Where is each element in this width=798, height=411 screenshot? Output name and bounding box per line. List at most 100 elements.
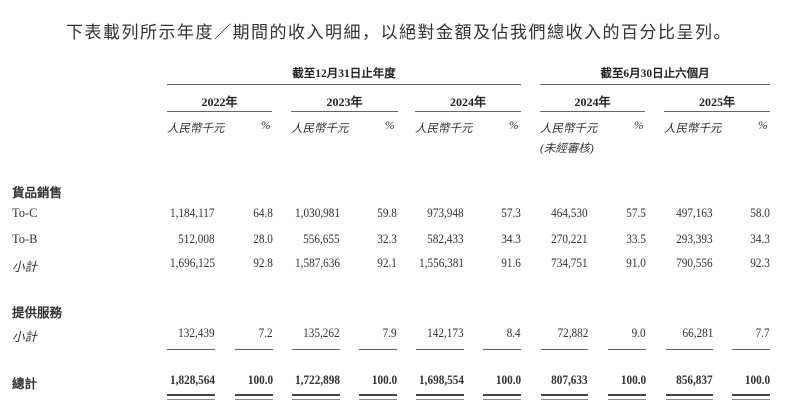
- row-label: 小計: [12, 330, 38, 344]
- amount-unit-label: 人民幣千元: [291, 123, 349, 135]
- amount-cell: 1,587,636: [295, 256, 340, 270]
- amount-unit-label: 人民幣千元: [415, 123, 473, 135]
- row-label: 總計: [12, 377, 38, 391]
- percent-cell: 59.8: [377, 206, 397, 220]
- group-header-interim: 截至6月30日止六個月: [600, 68, 710, 80]
- amount-cell: 807,633: [551, 373, 588, 387]
- percent-cell: 34.3: [750, 232, 770, 246]
- unaudited-label: (未經審核): [540, 143, 594, 155]
- total-double-rule: [235, 394, 273, 400]
- percent-cell: 100.0: [371, 373, 397, 387]
- amount-unit-label: 人民幣千元: [167, 123, 225, 135]
- year-rule: [167, 111, 272, 112]
- amount-unit-label: 人民幣千元: [664, 123, 722, 135]
- amount-cell: 1,184,117: [170, 206, 215, 220]
- percent-cell: 7.9: [382, 326, 397, 340]
- percent-cell: 100.0: [620, 373, 646, 387]
- amount-cell: 142,173: [427, 326, 464, 340]
- amount-cell: 856,837: [676, 373, 713, 387]
- amount-cell: 132,439: [178, 326, 215, 340]
- amount-cell: 1,556,381: [419, 256, 464, 270]
- subtotal-rule: [732, 349, 770, 350]
- subtotal-rule: [666, 349, 713, 350]
- year-header: 2022年: [201, 95, 238, 109]
- percent-label: %: [758, 120, 768, 132]
- subtotal-rule: [292, 349, 340, 350]
- amount-cell: 135,262: [303, 326, 340, 340]
- percent-label: %: [509, 120, 519, 132]
- amount-cell: 582,433: [427, 232, 464, 246]
- group-rule-annual: [167, 84, 521, 85]
- subtotal-rule: [167, 349, 215, 350]
- total-double-rule: [608, 394, 646, 400]
- percent-cell: 100.0: [744, 373, 770, 387]
- amount-cell: 512,008: [178, 232, 215, 246]
- amount-cell: 1,828,564: [170, 373, 215, 387]
- row-label: To-B: [12, 232, 38, 246]
- total-double-rule: [167, 394, 215, 400]
- group-header-annual: 截至12月31日止年度: [292, 68, 396, 80]
- year-rule: [540, 111, 645, 112]
- subtotal-rule: [541, 349, 588, 350]
- percent-cell: 92.3: [750, 256, 770, 270]
- amount-cell: 1,698,554: [419, 373, 464, 387]
- percent-label: %: [634, 120, 644, 132]
- row-label: 小計: [12, 260, 38, 274]
- amount-cell: 973,948: [427, 206, 464, 220]
- percent-cell: 92.1: [377, 256, 397, 270]
- percent-cell: 92.8: [253, 256, 273, 270]
- amount-cell: 790,556: [676, 256, 713, 270]
- subtotal-rule: [608, 349, 646, 350]
- amount-cell: 293,393: [676, 232, 713, 246]
- percent-cell: 28.0: [253, 232, 273, 246]
- amount-cell: 72,882: [557, 326, 588, 340]
- total-double-rule: [483, 394, 521, 400]
- amount-unit-label: 人民幣千元: [540, 123, 598, 135]
- amount-cell: 1,696,125: [170, 256, 215, 270]
- percent-label: %: [261, 120, 271, 132]
- percent-cell: 64.8: [253, 206, 273, 220]
- subtotal-rule: [235, 349, 273, 350]
- percent-cell: 8.4: [506, 326, 521, 340]
- total-double-rule: [666, 394, 713, 400]
- percent-cell: 7.2: [258, 326, 273, 340]
- year-header: 2024年: [449, 95, 486, 109]
- percent-cell: 9.0: [631, 326, 646, 340]
- subtotal-rule: [359, 349, 397, 350]
- group-rule-interim: [540, 84, 770, 85]
- year-rule: [415, 111, 521, 112]
- total-double-rule: [292, 394, 340, 400]
- amount-cell: 497,163: [676, 206, 713, 220]
- year-header: 2023年: [326, 95, 363, 109]
- subtotal-rule: [416, 349, 464, 350]
- amount-cell: 734,751: [551, 256, 588, 270]
- percent-cell: 58.0: [750, 206, 770, 220]
- percent-cell: 33.5: [626, 232, 646, 246]
- year-header: 2024年: [574, 95, 611, 109]
- page-title: 下表載列所示年度／期間的收入明細，以絕對金額及佔我們總收入的百分比呈列。: [66, 23, 732, 42]
- amount-cell: 1,722,898: [295, 373, 340, 387]
- row-label: 貨品銷售: [12, 186, 63, 200]
- amount-cell: 270,221: [551, 232, 588, 246]
- amount-cell: 1,030,981: [295, 206, 340, 220]
- percent-cell: 91.6: [501, 256, 521, 270]
- percent-cell: 57.5: [626, 206, 646, 220]
- total-double-rule: [541, 394, 588, 400]
- percent-label: %: [385, 120, 395, 132]
- amount-cell: 464,530: [551, 206, 588, 220]
- row-label: 提供服務: [12, 306, 63, 320]
- percent-cell: 100.0: [247, 373, 273, 387]
- percent-cell: 32.3: [377, 232, 397, 246]
- percent-cell: 57.3: [501, 206, 521, 220]
- percent-cell: 91.0: [626, 256, 646, 270]
- percent-cell: 7.7: [755, 326, 770, 340]
- year-rule: [664, 111, 770, 112]
- row-label: To-C: [12, 206, 38, 220]
- amount-cell: 66,281: [682, 326, 713, 340]
- total-double-rule: [732, 394, 770, 400]
- total-double-rule: [359, 394, 397, 400]
- amount-cell: 556,655: [303, 232, 340, 246]
- percent-cell: 34.3: [501, 232, 521, 246]
- year-header: 2025年: [698, 95, 735, 109]
- year-rule: [291, 111, 398, 112]
